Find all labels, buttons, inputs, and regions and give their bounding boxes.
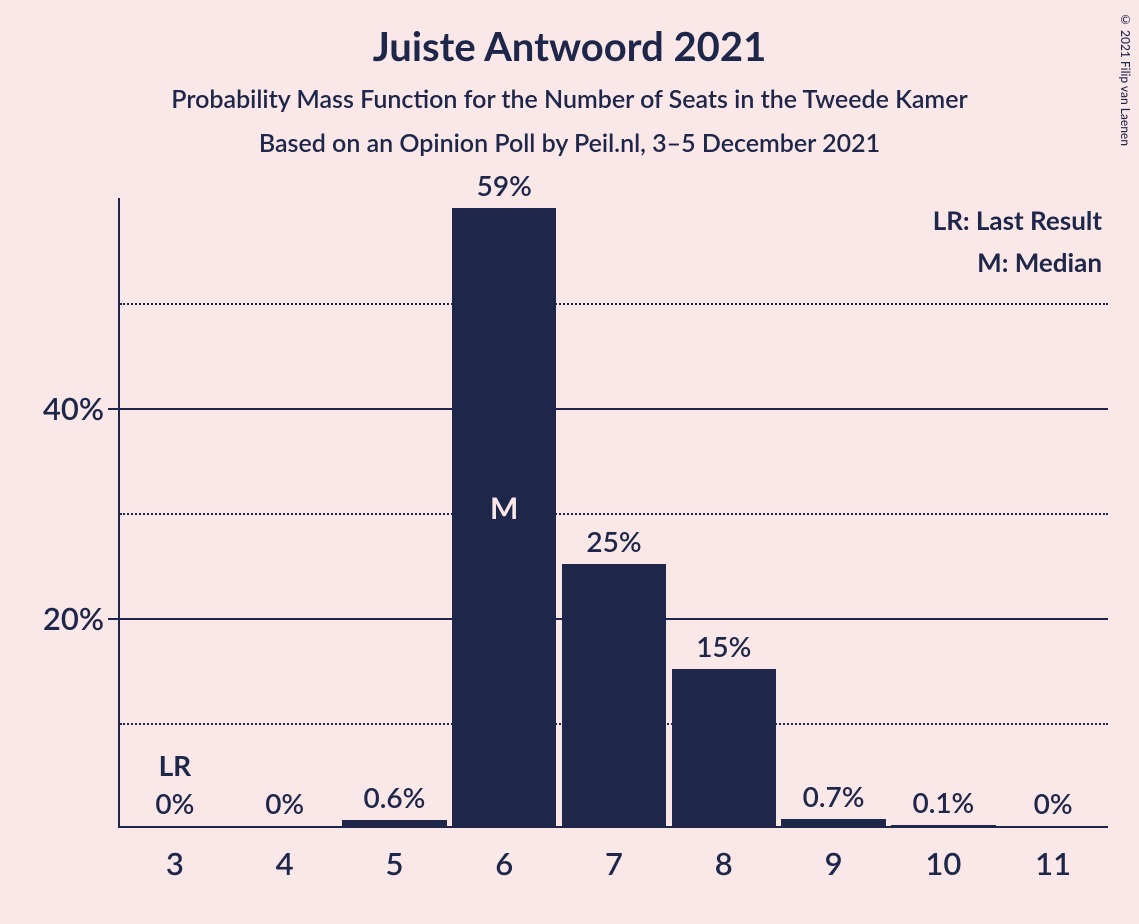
bar-slot: 0.6%5 — [340, 198, 450, 826]
bar-value-label: 15% — [696, 629, 751, 669]
legend-line-1: LR: Last Result — [933, 204, 1102, 236]
bar — [781, 819, 885, 826]
bar-slot: 0.7%9 — [779, 198, 889, 826]
y-tick-label: 20% — [43, 599, 118, 637]
plot-area: 20%40% 0%3LR0%40.6%559%6M25%715%80.7%90.… — [118, 198, 1108, 828]
x-tick-label: 5 — [385, 826, 403, 882]
chart-subtitle-2: Based on an Opinion Poll by Peil.nl, 3–5… — [0, 114, 1139, 158]
x-tick-label: 4 — [276, 826, 294, 882]
bar-slot: 0%11 — [998, 198, 1108, 826]
annotation-median: M — [490, 490, 518, 526]
bar-value-label: 59% — [477, 168, 532, 208]
x-tick-label: 3 — [166, 826, 184, 882]
x-tick-label: 9 — [825, 826, 843, 882]
x-tick-label: 10 — [925, 826, 961, 882]
bar-slot: 25%7 — [559, 198, 669, 826]
bar-value-label: 0% — [1034, 786, 1073, 826]
x-tick-label: 8 — [715, 826, 733, 882]
x-tick-label: 7 — [605, 826, 623, 882]
bar-value-label: 25% — [586, 524, 641, 564]
bar-value-label: 0.7% — [803, 779, 865, 819]
chart-subtitle-1: Probability Mass Function for the Number… — [0, 70, 1139, 114]
bar-slot: 0%3LR — [120, 198, 230, 826]
bar-slot: 0%4 — [230, 198, 340, 826]
chart-title: Juiste Antwoord 2021 — [0, 0, 1139, 70]
bar-slot: 0.1%10 — [888, 198, 998, 826]
bar-slot: 15%8 — [669, 198, 779, 826]
legend: LR: Last Result M: Median — [933, 204, 1102, 278]
annotation-lr: LR — [159, 748, 192, 782]
bar — [672, 669, 776, 826]
bar-slot: 59%6M — [449, 198, 559, 826]
x-tick-label: 6 — [495, 826, 513, 882]
bars-region: 0%3LR0%40.6%559%6M25%715%80.7%90.1%100%1… — [120, 198, 1108, 826]
bar-value-label: 0.1% — [912, 785, 974, 825]
chart-container: Juiste Antwoord 2021 Probability Mass Fu… — [0, 0, 1139, 924]
copyright: © 2021 Filip van Laenen — [1118, 12, 1133, 146]
bar-value-label: 0.6% — [364, 780, 426, 820]
bar — [562, 564, 666, 826]
bar-value-label: 0% — [155, 786, 194, 826]
x-tick-label: 11 — [1035, 826, 1071, 882]
bar-value-label: 0% — [265, 786, 304, 826]
y-tick-label: 40% — [43, 389, 118, 427]
legend-line-2: M: Median — [933, 246, 1102, 278]
